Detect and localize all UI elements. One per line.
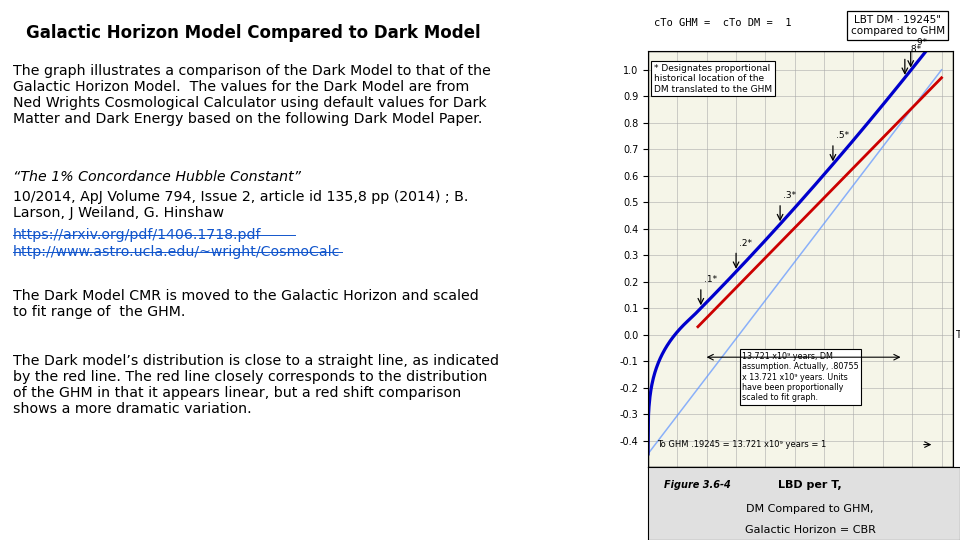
Text: .5*: .5*	[836, 131, 849, 140]
Text: https://arxiv.org/pdf/1406.1718.pdf: https://arxiv.org/pdf/1406.1718.pdf	[13, 228, 261, 242]
Text: LBT DM · 19245"
compared to GHM: LBT DM · 19245" compared to GHM	[851, 15, 945, 36]
Text: The graph illustrates a comparison of the Dark Model to that of the
Galactic Hor: The graph illustrates a comparison of th…	[13, 64, 491, 126]
Text: DM Compared to GHM,: DM Compared to GHM,	[747, 503, 874, 514]
Text: The Dark model’s distribution is close to a straight line, as indicated
by the r: The Dark model’s distribution is close t…	[13, 354, 499, 416]
Text: To GHM: To GHM	[955, 330, 960, 340]
Text: To GHM .19245 = 13.721 x10⁹ years = 1: To GHM .19245 = 13.721 x10⁹ years = 1	[657, 440, 826, 449]
Text: http://www.astro.ucla.edu/~wright/CosmoCalc: http://www.astro.ucla.edu/~wright/CosmoC…	[13, 245, 341, 259]
Text: Galactic Horizon = CBR: Galactic Horizon = CBR	[745, 525, 876, 536]
Text: * Designates proportional
historical location of the
DM translated to the GHM: * Designates proportional historical loc…	[654, 64, 772, 93]
Text: .1*: .1*	[704, 275, 717, 285]
Text: LBD per T,: LBD per T,	[779, 480, 842, 490]
Text: Figure 3.6-4: Figure 3.6-4	[663, 480, 731, 490]
Text: .8*: .8*	[908, 45, 921, 54]
Text: cTo GHM =  cTo DM =  1: cTo GHM = cTo DM = 1	[655, 18, 792, 28]
Text: .3*: .3*	[783, 191, 796, 200]
Text: Galactic Horizon Model Compared to Dark Model: Galactic Horizon Model Compared to Dark …	[26, 24, 481, 42]
Text: .9*: .9*	[914, 38, 926, 46]
Text: 10/2014, ApJ Volume 794, Issue 2, article id 135,8 pp (2014) ; B.
Larson, J Weil: 10/2014, ApJ Volume 794, Issue 2, articl…	[13, 190, 468, 220]
Text: The Dark Model CMR is moved to the Galactic Horizon and scaled
to fit range of  : The Dark Model CMR is moved to the Galac…	[13, 289, 479, 319]
Text: 13.721 x10⁹ years, DM
assumption. Actually, .80755
x 13.721 x10⁹ years. Units
ha: 13.721 x10⁹ years, DM assumption. Actual…	[742, 352, 858, 402]
Bar	[648, 51, 953, 467]
Text: “The 1% Concordance Hubble Constant”: “The 1% Concordance Hubble Constant”	[13, 170, 301, 184]
Text: .2*: .2*	[739, 239, 752, 248]
